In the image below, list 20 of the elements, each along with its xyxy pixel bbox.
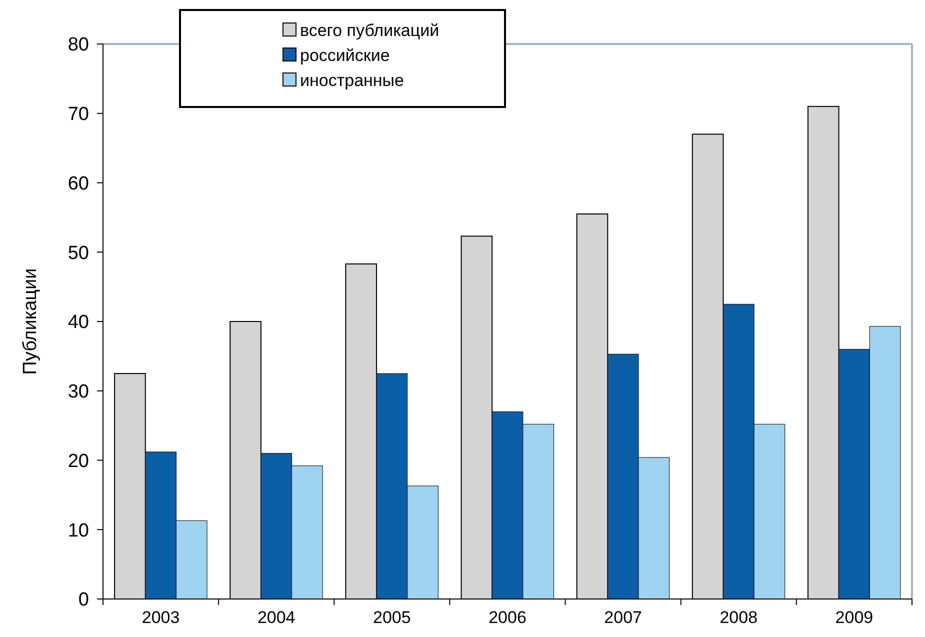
x-tick-label: 2006 xyxy=(488,608,526,627)
legend-label: российские xyxy=(300,46,390,65)
x-tick-label: 2005 xyxy=(373,608,411,627)
x-tick-label: 2003 xyxy=(142,608,180,627)
y-tick-label: 70 xyxy=(68,104,89,126)
y-tick-label: 80 xyxy=(68,34,89,56)
y-tick-label: 30 xyxy=(68,382,89,403)
legend-label: всего публикаций xyxy=(300,20,440,40)
y-axis-title: Публикации xyxy=(20,268,41,375)
y-tick-label: 60 xyxy=(68,173,89,194)
x-tick-label: 2008 xyxy=(720,608,758,627)
y-tick-label: 10 xyxy=(68,520,89,542)
y-tick-label: 50 xyxy=(68,242,89,264)
x-tick-label: 2007 xyxy=(604,608,642,627)
x-tick-label: 2004 xyxy=(257,608,296,627)
legend-label: иностранные xyxy=(300,70,404,90)
y-tick-label: 40 xyxy=(68,312,89,334)
x-tick-label: 2009 xyxy=(835,608,874,627)
y-tick-label: 0 xyxy=(78,590,89,611)
y-tick-label: 20 xyxy=(68,450,89,472)
